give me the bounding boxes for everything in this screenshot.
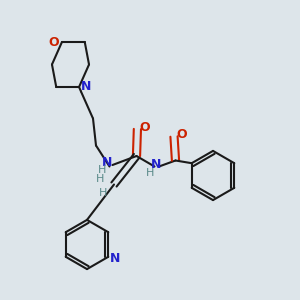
Text: H: H — [98, 165, 106, 175]
Text: N: N — [151, 158, 161, 171]
Text: H: H — [146, 167, 154, 178]
Text: H: H — [96, 173, 105, 184]
Text: N: N — [102, 155, 112, 169]
Text: O: O — [140, 121, 150, 134]
Text: N: N — [81, 80, 92, 94]
Text: O: O — [176, 128, 187, 142]
Text: H: H — [99, 188, 108, 199]
Text: N: N — [110, 252, 120, 265]
Text: O: O — [48, 35, 59, 49]
